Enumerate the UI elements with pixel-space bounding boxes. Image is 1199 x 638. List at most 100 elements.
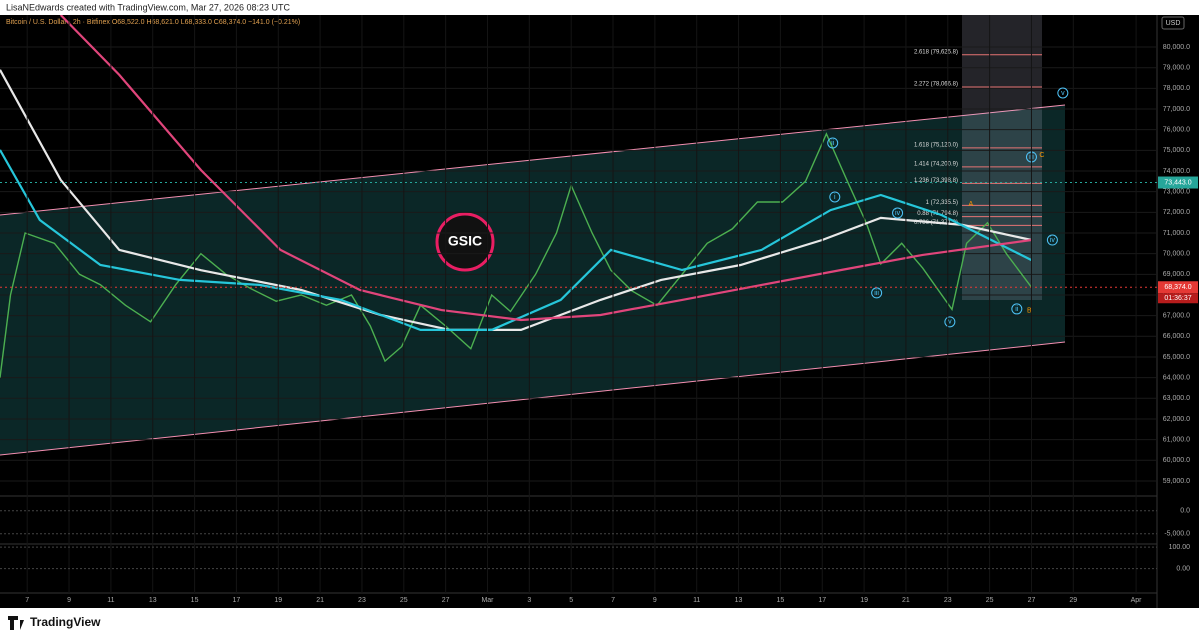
y-tick-label: 66,000.0: [1163, 333, 1190, 340]
wave-label: i: [834, 194, 836, 201]
footer: TradingView: [30, 615, 101, 629]
y-tick-label: 69,000.0: [1163, 271, 1190, 278]
y-tick-label: 65,000.0: [1163, 354, 1190, 361]
series-line: [0, 149, 1032, 331]
wave-marker: [1057, 87, 1069, 99]
wave-label: iii: [874, 290, 879, 297]
price-tag-label: 68,374.0: [1164, 284, 1191, 291]
x-tick-label: Apr: [1131, 597, 1143, 604]
wave-label: ii: [1015, 306, 1019, 313]
wave-marker: [1046, 234, 1058, 246]
y-tick-label: 63,000.0: [1163, 395, 1190, 402]
y-tick-label: 78,000.0: [1163, 85, 1190, 92]
x-tick-label: 7: [611, 597, 615, 604]
x-tick-label: 29: [1069, 597, 1077, 604]
y-tick-label: 62,000.0: [1163, 416, 1190, 423]
y-tick-label: 67,000.0: [1163, 312, 1190, 319]
series-line: [0, 69, 1032, 331]
x-tick-label: 11: [107, 597, 114, 604]
x-tick-label: 5: [569, 597, 573, 604]
wave-label: v: [948, 319, 952, 326]
y-tick-label: 73,000.0: [1163, 189, 1190, 196]
fib-label: 1.236 (73,398.8): [914, 178, 958, 184]
wave-label: A: [968, 201, 973, 208]
header-bar: [0, 0, 1199, 15]
credit: LisaNEdwards created with TradingView.co…: [6, 2, 290, 12]
y-tick-label: 60,000.0: [1163, 457, 1190, 464]
currency: USD: [1166, 20, 1181, 27]
x-tick-label: 7: [25, 597, 29, 604]
x-tick-label: 9: [653, 597, 657, 604]
x-tick-label: 13: [735, 597, 743, 604]
wave-label: v: [1061, 90, 1065, 97]
tv-logo: [8, 616, 24, 630]
pane-tick-label: 100.00: [1169, 544, 1191, 551]
y-tick-label: 59,000.0: [1163, 478, 1190, 485]
series-line: [0, 132, 1033, 378]
fib-label: 2.272 (78,066.8): [914, 82, 958, 88]
main-pane: 2.618 (79,625.8) 2.272 (78,066.8) 1.618 (7…: [0, 15, 1157, 482]
wave-marker: [827, 137, 839, 149]
x-tick-label: 3: [527, 597, 531, 604]
x-tick-label: Mar: [481, 597, 494, 604]
fib-label: 1.618 (75,120.0): [914, 142, 958, 148]
y-tick-label: 76,000.0: [1163, 127, 1190, 134]
countdown-tag: [1158, 293, 1198, 304]
wave-marker: [944, 316, 956, 328]
countdown: 01:36:37: [1164, 295, 1191, 302]
y-tick-label: 71,000.0: [1163, 230, 1190, 237]
x-tick-label: 27: [1028, 597, 1036, 604]
fib-label: 1 (72,335.5): [926, 200, 958, 206]
x-tick-label: 15: [777, 597, 785, 604]
price-tag: [1158, 176, 1198, 189]
currency-box: [1161, 16, 1185, 30]
y-tick-label: 79,000.0: [1163, 65, 1190, 72]
price-tag: [1158, 281, 1198, 294]
chart-background: [0, 15, 1199, 608]
x-tick-label: 15: [191, 597, 199, 604]
x-tick-label: 17: [233, 597, 241, 604]
wave-label: B: [1027, 308, 1032, 315]
x-tick-label: 21: [902, 597, 910, 604]
x-tick-label: 23: [358, 597, 366, 604]
wave-label: ii: [831, 140, 835, 147]
wave-marker: [829, 191, 841, 203]
logo-badge: [435, 212, 495, 272]
pane-tick-label: 0.0: [1180, 508, 1190, 515]
y-tick-label: 72,000.0: [1163, 209, 1190, 216]
wave-marker: [892, 207, 904, 219]
x-tick-label: 27: [442, 597, 450, 604]
y-tick-label: 80,000.0: [1163, 44, 1190, 51]
x-tick-label: 25: [400, 597, 408, 604]
pane-tick-label: -5,000.0: [1164, 531, 1190, 538]
x-tick-label: 13: [149, 597, 157, 604]
wave-label: iv: [895, 210, 901, 217]
wave-label: C: [1039, 152, 1044, 159]
fib-box: [962, 15, 1042, 300]
x-tick-label: 9: [67, 597, 71, 604]
wave-marker: [1011, 303, 1023, 315]
x-tick-label: 17: [818, 597, 826, 604]
y-tick-label: 74,000.0: [1163, 168, 1190, 175]
x-tick-label: 11: [693, 597, 700, 604]
logo: GSIC: [448, 233, 482, 249]
channel-top: [0, 104, 1066, 216]
y-tick-label: 75,000.0: [1163, 147, 1190, 154]
series-line: [59, 15, 1032, 322]
footer-bar: [0, 608, 1199, 638]
wave-label: iv: [1050, 237, 1056, 244]
y-tick-label: 70,000.0: [1163, 251, 1190, 258]
wave-marker: [871, 287, 883, 299]
pane-tick-label: 0.00: [1176, 565, 1190, 572]
fib-label: 1.414 (74,200.9): [914, 161, 958, 167]
fib-label: 2.618 (79,625.8): [914, 49, 958, 55]
x-tick-label: 19: [860, 597, 868, 604]
price-tag-label: 73,443.0: [1164, 179, 1191, 186]
y-tick-label: 77,000.0: [1163, 106, 1190, 113]
x-tick-label: 23: [944, 597, 952, 604]
y-tick-label: 64,000.0: [1163, 374, 1190, 381]
x-tick-label: 25: [986, 597, 994, 604]
x-tick-label: 21: [316, 597, 324, 604]
x-tick-label: 19: [274, 597, 282, 604]
